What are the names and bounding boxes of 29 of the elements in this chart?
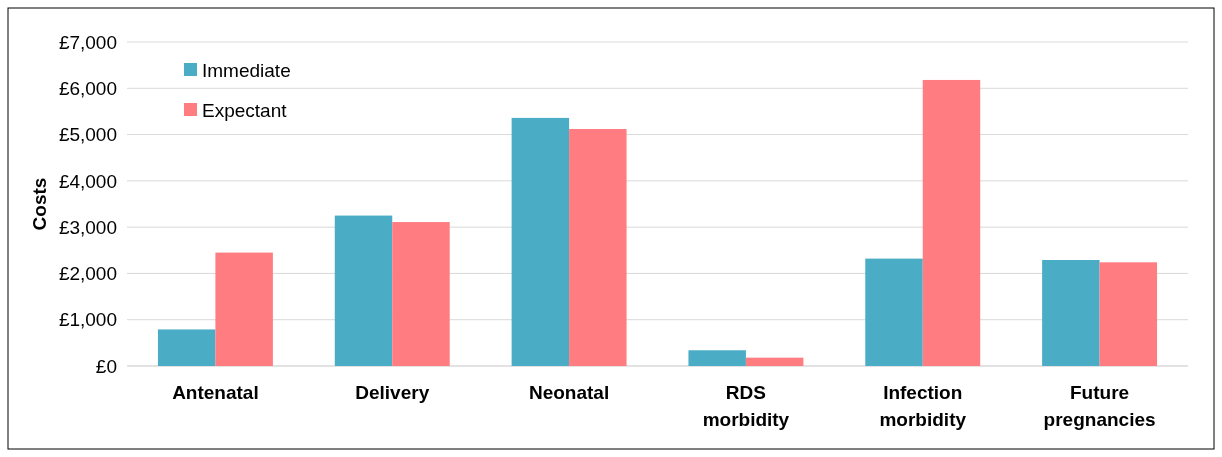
bar bbox=[745, 357, 804, 366]
y-axis-title: Costs bbox=[29, 177, 50, 231]
bar bbox=[1042, 260, 1100, 366]
bar bbox=[569, 129, 627, 366]
y-tick-label: £1,000 bbox=[58, 309, 117, 331]
bar bbox=[511, 117, 570, 366]
y-tick-label: £3,000 bbox=[58, 216, 117, 238]
x-tick-label: RDS morbidity bbox=[702, 382, 790, 430]
legend-label: Expectant bbox=[202, 99, 288, 121]
y-tick-label: £6,000 bbox=[58, 77, 117, 99]
bar bbox=[392, 222, 450, 366]
x-tick-label: Future pregnancies bbox=[1043, 382, 1156, 430]
bar bbox=[922, 79, 981, 366]
bar bbox=[865, 258, 923, 366]
y-tick-label: £0 bbox=[95, 355, 117, 377]
bar bbox=[157, 329, 216, 366]
y-tick-label: £2,000 bbox=[58, 263, 117, 285]
x-tick-label: Neonatal bbox=[528, 382, 610, 403]
x-tick-label: Infection morbidity bbox=[879, 382, 967, 430]
y-tick-label: £5,000 bbox=[58, 124, 117, 146]
bar bbox=[334, 215, 393, 366]
x-tick-label: Antenatal bbox=[172, 382, 259, 403]
bar bbox=[215, 252, 273, 366]
y-tick-label: £4,000 bbox=[58, 170, 117, 192]
legend-label: Immediate bbox=[202, 59, 291, 81]
x-tick-label: Delivery bbox=[355, 382, 430, 403]
bar bbox=[1099, 262, 1158, 366]
y-tick-label: £7,000 bbox=[58, 31, 117, 53]
bar bbox=[688, 350, 746, 366]
